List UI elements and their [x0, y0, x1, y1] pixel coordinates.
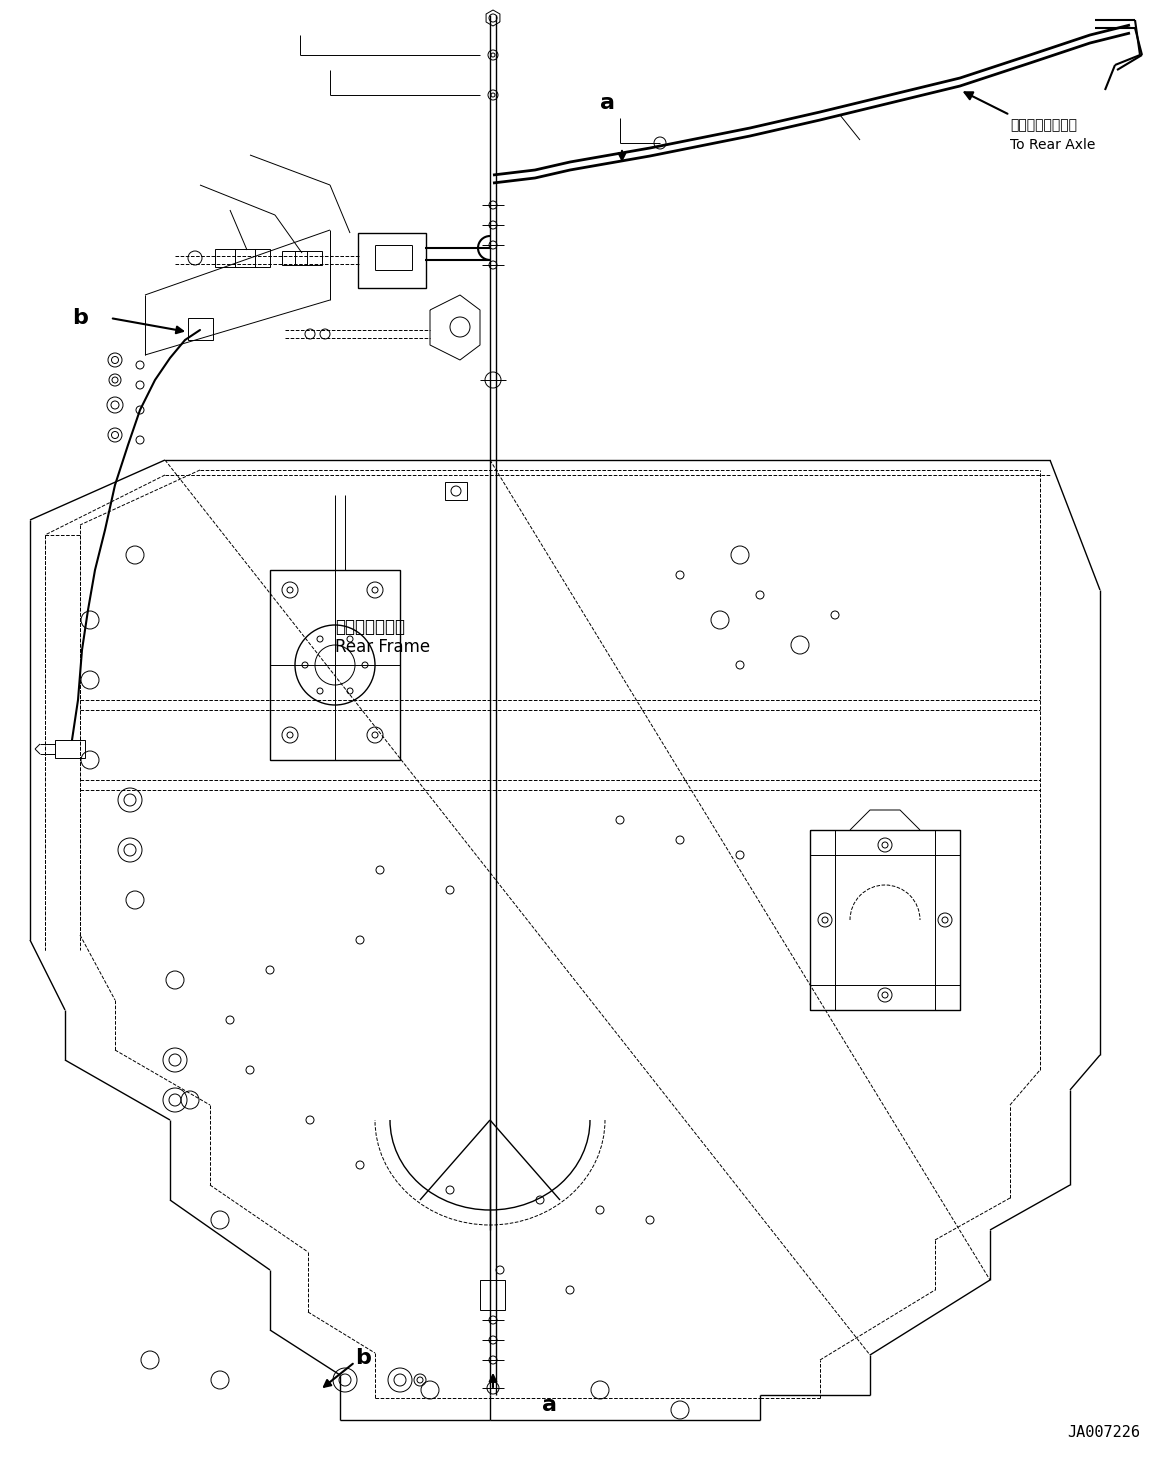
- Bar: [55, 740, 85, 758]
- Text: リヤーアクスルへ: リヤーアクスルへ: [1009, 119, 1077, 132]
- Bar: [281, 252, 322, 265]
- Text: Rear Frame: Rear Frame: [335, 638, 430, 655]
- Text: b: b: [355, 1347, 371, 1368]
- Text: リヤーフレーム: リヤーフレーム: [335, 617, 405, 636]
- Text: b: b: [72, 309, 88, 328]
- Bar: [358, 233, 426, 288]
- Text: To Rear Axle: To Rear Axle: [1009, 138, 1096, 152]
- Bar: [480, 1280, 505, 1309]
- Text: a: a: [600, 94, 615, 113]
- Bar: [270, 571, 400, 759]
- Bar: [188, 317, 213, 339]
- Text: JA007226: JA007226: [1066, 1425, 1140, 1440]
- Bar: [445, 481, 468, 500]
- Text: a: a: [542, 1396, 557, 1415]
- Bar: [215, 249, 270, 268]
